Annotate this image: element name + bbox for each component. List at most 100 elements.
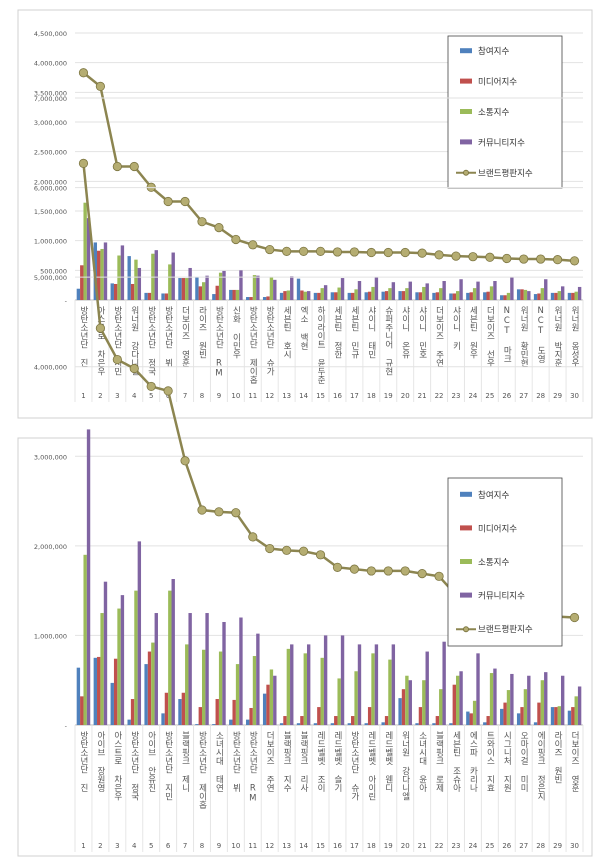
bar-참여지수 (246, 297, 250, 300)
x-category-label: 방탄소년단 슈가 (265, 305, 275, 376)
bar-소통지수 (388, 659, 392, 725)
legend-swatch (460, 491, 472, 497)
bar-커뮤니티지수 (86, 429, 91, 725)
bar-커뮤니티지수 (137, 267, 142, 300)
bar-소통지수 (320, 288, 324, 300)
legend-label: 참여지수 (478, 46, 509, 57)
bar-소통지수 (574, 291, 578, 300)
x-category-label: 더보이즈 영훈 (570, 731, 580, 792)
bar-미디어지수 (300, 716, 304, 725)
bar-미디어지수 (401, 291, 406, 300)
line-marker (180, 456, 190, 466)
y-tick-label: - (65, 297, 68, 305)
bar-커뮤니티지수 (120, 245, 125, 300)
legend-label: 참여지수 (478, 490, 509, 501)
bar-소통지수 (456, 291, 460, 300)
bar-소통지수 (371, 653, 375, 725)
bar-참여지수 (550, 292, 555, 300)
bar-참여지수 (144, 664, 148, 725)
bar-참여지수 (330, 292, 335, 300)
bar-참여지수 (195, 277, 199, 300)
x-index-label: 14 (299, 392, 308, 400)
line-marker (332, 247, 343, 257)
x-index-label: 26 (502, 842, 511, 850)
line-marker (451, 251, 461, 261)
x-index-label: 3 (115, 392, 119, 400)
x-category-label: 방탄소년단 진 (78, 305, 88, 367)
line-marker (146, 381, 156, 392)
bar-미디어지수 (469, 713, 473, 725)
line-marker (315, 550, 326, 560)
bar-참여지수 (262, 297, 267, 300)
x-index-label: 25 (485, 842, 494, 850)
bar-소통지수 (337, 678, 341, 725)
bar-커뮤니티지수 (425, 283, 429, 300)
bar-미디어지수 (249, 297, 253, 300)
x-category-label: 방탄소년단 진 (78, 730, 88, 792)
x-index-label: 28 (536, 842, 545, 850)
x-category-label: 레드벨벳 아이린 (366, 731, 376, 801)
x-category-label: NCT 마크 (502, 306, 512, 363)
legend-swatch (460, 525, 472, 531)
x-index-label: 6 (166, 842, 171, 850)
line-marker (298, 246, 309, 256)
x-index-label: 28 (536, 392, 545, 400)
x-index-label: 1 (81, 842, 85, 850)
y-tick-label: 4,000,000 (34, 60, 67, 68)
bar-소통지수 (134, 590, 138, 725)
x-category-label: 오마이걸 미미 (519, 731, 529, 793)
bar-미디어지수 (215, 285, 219, 300)
bar-미디어지수 (164, 293, 169, 300)
line-marker (400, 247, 410, 258)
bar-참여지수 (415, 723, 419, 725)
bar-미디어지수 (130, 283, 135, 300)
x-index-label: 3 (115, 842, 119, 850)
line-marker (502, 253, 512, 264)
bar-미디어지수 (266, 684, 270, 725)
bar-참여지수 (381, 722, 385, 725)
bar-참여지수 (516, 713, 521, 725)
bar-커뮤니티지수 (425, 651, 429, 725)
bar-소통지수 (252, 656, 257, 725)
bar-소통지수 (235, 289, 240, 300)
legend-label: 미디어지수 (478, 523, 517, 534)
bar-커뮤니티지수 (171, 578, 175, 725)
bar-참여지수 (262, 693, 267, 725)
bar-미디어지수 (401, 689, 406, 725)
bar-참여지수 (178, 699, 182, 725)
x-index-label: 10 (231, 392, 240, 400)
bar-소통지수 (422, 680, 426, 725)
x-category-label: 워너원 황민현 (519, 306, 529, 367)
bar-참여지수 (516, 289, 521, 300)
line-marker (282, 545, 292, 555)
bar-커뮤니티지수 (340, 635, 345, 725)
legend-label: 커뮤니티지수 (478, 137, 525, 148)
x-index-label: 2 (98, 392, 102, 400)
bar-미디어지수 (334, 716, 338, 725)
x-index-label: 30 (570, 392, 579, 400)
bar-소통지수 (151, 642, 155, 725)
bar-참여지수 (347, 723, 352, 725)
bar-소통지수 (252, 275, 257, 300)
line-marker (536, 254, 546, 264)
bar-참여지수 (76, 288, 81, 300)
bar-참여지수 (229, 719, 233, 725)
bar-참여지수 (500, 295, 504, 300)
bar-미디어지수 (554, 707, 558, 725)
bar-소통지수 (439, 689, 443, 725)
x-index-label: 12 (265, 842, 274, 850)
bar-소통지수 (168, 264, 172, 300)
bar-참여지수 (466, 292, 470, 300)
chart-1: - 500,000 1,000,000 1,500,000 2,000,000 2,500… (17, 9, 593, 419)
x-category-label: 더보이즈 선우 (485, 306, 495, 368)
bar-커뮤니티지수 (188, 267, 192, 300)
x-category-label: 방탄소년단 지민 (112, 305, 122, 375)
bar-커뮤니티지수 (357, 644, 362, 725)
line-marker (78, 158, 89, 168)
bar-참여지수 (279, 292, 284, 300)
bar-참여지수 (195, 724, 199, 725)
bar-소통지수 (456, 675, 460, 725)
